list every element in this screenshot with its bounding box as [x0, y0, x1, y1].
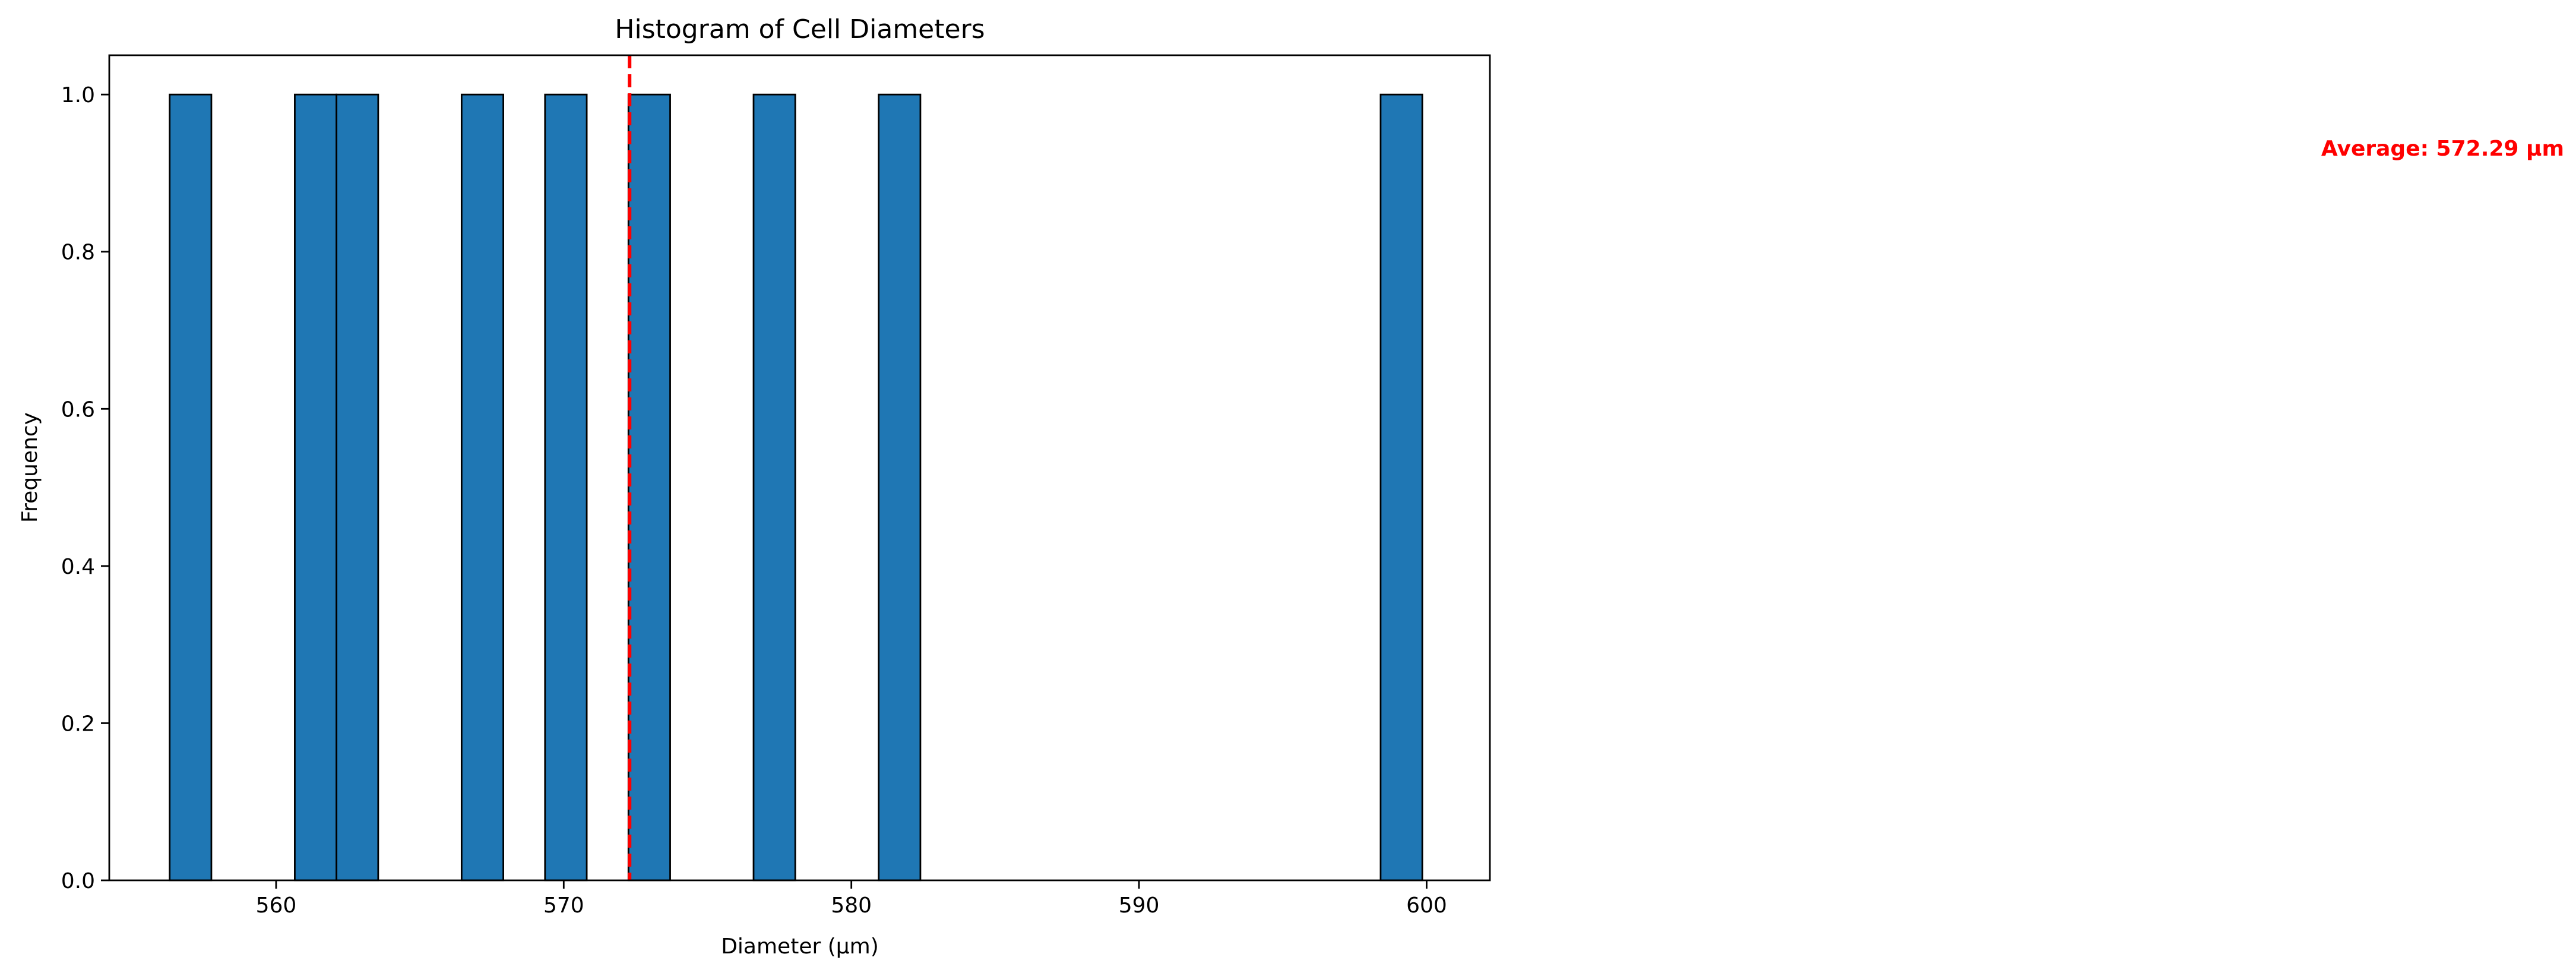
average-annotation: Average: 572.29 µm [2321, 137, 2564, 161]
x-axis-ticks: 560 570 580 590 600 [256, 880, 1447, 918]
y-axis-ticks: 0.0 0.2 0.4 0.6 0.8 1.0 [61, 83, 109, 893]
y-tick-label: 1.0 [61, 83, 95, 108]
x-tick-label: 600 [1406, 893, 1447, 918]
plot-frame [108, 54, 1491, 882]
histogram-bar [1379, 93, 1423, 882]
y-axis-label: Frequency [18, 412, 42, 523]
y-tick-label: 0.4 [61, 555, 95, 579]
histogram-bar [878, 93, 922, 882]
bars-layer [169, 93, 1423, 882]
x-tick-label: 590 [1119, 893, 1160, 918]
histogram-bar [169, 93, 213, 882]
histogram-bar [752, 93, 796, 882]
histogram-bar [460, 93, 504, 882]
histogram-bar [294, 93, 338, 882]
y-tick-label: 0.2 [61, 712, 95, 736]
histogram-bar [627, 93, 671, 882]
histogram-bar [544, 93, 588, 882]
x-tick-label: 560 [256, 893, 297, 918]
x-tick-label: 580 [831, 893, 872, 918]
y-tick-label: 0.8 [61, 241, 95, 265]
histogram-bar [336, 93, 379, 882]
x-axis-label: Diameter (µm) [721, 934, 879, 959]
chart-title: Histogram of Cell Diameters [615, 14, 985, 45]
y-tick-label: 0.0 [61, 869, 95, 893]
y-tick-label: 0.6 [61, 397, 95, 422]
x-tick-label: 570 [543, 893, 584, 918]
